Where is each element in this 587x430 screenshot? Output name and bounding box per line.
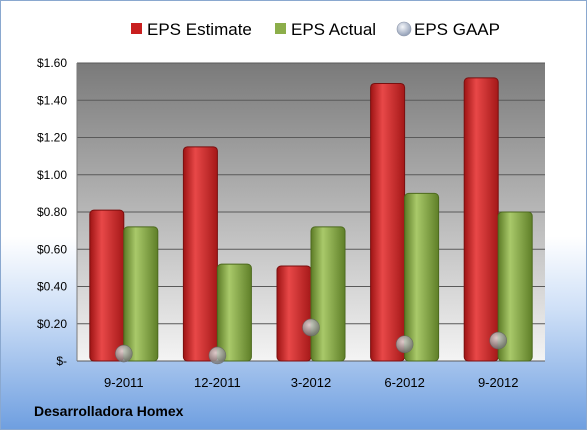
eps-estimate-bar (463, 77, 499, 362)
company-name: Desarrolladora Homex (34, 403, 184, 419)
y-tick-label: $0.20 (37, 317, 67, 331)
y-tick-label: $- (56, 354, 67, 368)
eps-gaap-marker (395, 335, 414, 354)
x-tick-label: 9-2011 (104, 375, 144, 390)
eps-estimate-bar (276, 265, 312, 362)
eps-gaap-marker (489, 331, 508, 350)
x-tick-label: 3-2012 (291, 375, 331, 390)
eps-actual-bar (497, 211, 533, 362)
eps-estimate-bar (89, 209, 125, 362)
y-tick-label: $1.20 (37, 131, 67, 145)
y-tick-label: $0.60 (37, 242, 67, 256)
eps-gaap-marker (208, 346, 227, 365)
legend-swatch-eps-gaap (396, 21, 412, 37)
y-tick-label: $0.80 (37, 205, 67, 219)
legend-swatch-eps-estimate (131, 23, 142, 34)
eps-actual-bar (123, 226, 159, 362)
eps-actual-bar (404, 192, 440, 362)
eps-actual-bar (216, 263, 252, 362)
eps-gaap-marker (302, 318, 320, 337)
eps-actual-bar (310, 226, 346, 362)
legend-label-eps-gaap: EPS GAAP (414, 20, 500, 39)
y-tick-label: $1.00 (37, 168, 67, 182)
x-tick-label: 9-2012 (478, 375, 518, 390)
y-tick-label: $0.40 (37, 280, 67, 294)
x-tick-label: 12-2011 (194, 375, 241, 390)
legend-swatch-eps-actual (275, 23, 286, 34)
eps-estimate-bar (370, 82, 406, 362)
eps-gaap-marker (115, 344, 133, 363)
x-tick-label: 6-2012 (384, 375, 424, 390)
eps-estimate-bar (182, 146, 218, 362)
legend-label-eps-actual: EPS Actual (291, 20, 376, 39)
legend-label-eps-estimate: EPS Estimate (147, 20, 252, 39)
y-tick-label: $1.40 (37, 93, 67, 107)
y-tick-label: $1.60 (37, 56, 67, 70)
